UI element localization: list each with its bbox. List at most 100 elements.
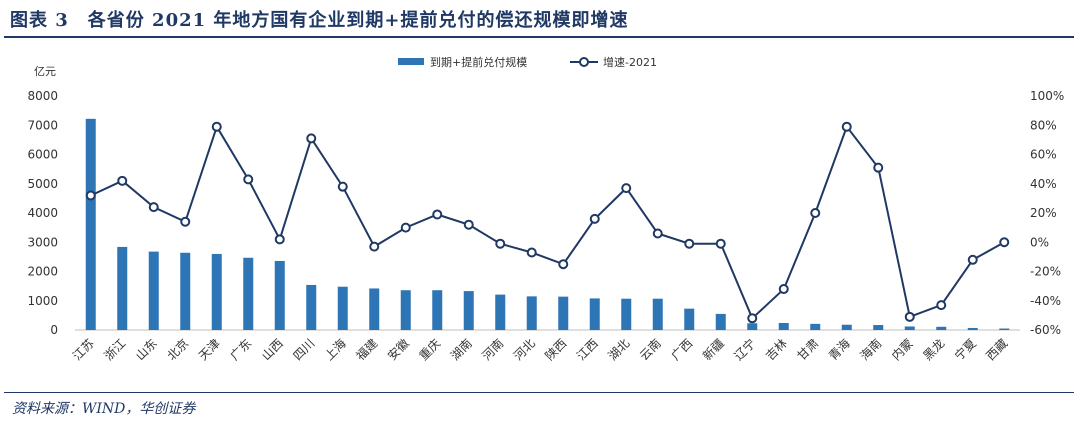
growth-point (432, 209, 443, 220)
legend-line-marker (579, 57, 589, 67)
x-tick-label: 河南 (479, 336, 507, 364)
x-tick-label: 海南 (857, 336, 885, 364)
bar (778, 322, 789, 330)
x-tick-label: 天津 (196, 336, 223, 363)
y-left-tick-label: 6000 (27, 148, 58, 162)
x-tick-label: 浙江 (101, 336, 128, 363)
x-tick-label: 上海 (321, 336, 349, 364)
x-tick-label: 四川 (290, 336, 317, 363)
x-tick-label: 西藏 (983, 336, 1010, 363)
bar (652, 298, 663, 330)
legend-bar-label: 到期+提前兑付规模 (430, 55, 527, 69)
y-left-tick-label: 5000 (27, 177, 58, 191)
x-tick-label: 安徽 (384, 336, 412, 364)
bar (495, 294, 506, 330)
y-right-tick-label: -20% (1030, 265, 1061, 279)
bar (369, 288, 380, 330)
growth-point (463, 219, 474, 230)
x-tick-label: 广西 (668, 336, 695, 363)
y-right-tick-label: 60% (1030, 148, 1057, 162)
growth-point (337, 181, 348, 192)
y-left-tick-label: 8000 (27, 89, 58, 103)
x-tick-label: 陕西 (542, 336, 570, 364)
bar (117, 246, 128, 330)
x-tick-label: 广东 (227, 336, 254, 363)
bar (211, 253, 222, 330)
x-tick-label: 湖南 (447, 336, 475, 364)
bar (180, 252, 191, 330)
growth-point (778, 284, 789, 295)
bar (463, 291, 474, 330)
x-tick-label: 山西 (259, 336, 286, 363)
x-tick-label: 江西 (574, 336, 601, 363)
x-tick-label: 内蒙 (889, 336, 916, 363)
figure-header: 图表 3 各省份 2021 年地方国有企业到期+提前兑付的偿还规模即增速 (0, 0, 1080, 36)
bar (337, 286, 348, 330)
growth-point (589, 213, 600, 224)
y-right-tick-label: 0% (1030, 235, 1049, 249)
growth-point (747, 313, 758, 324)
bar (274, 260, 285, 330)
bar (684, 308, 695, 330)
growth-point (211, 121, 222, 132)
growth-point (306, 133, 317, 144)
y-left-tick-label: 0 (50, 323, 58, 337)
growth-point (526, 247, 537, 258)
x-tick-label: 云南 (636, 336, 664, 364)
y-right-tick-label: 100% (1030, 89, 1064, 103)
x-tick-label: 甘肃 (794, 336, 821, 363)
bar (400, 290, 411, 330)
y-left-tick-label: 3000 (27, 235, 58, 249)
title-rule (4, 36, 1074, 38)
growth-point (180, 216, 191, 227)
chart: 到期+提前兑付规模 增速-2021 亿元 0 1000 2000 3000 4000 50… (27, 55, 1064, 363)
growth-point (999, 237, 1010, 248)
growth-point (400, 222, 411, 233)
bar (243, 257, 254, 330)
growth-point (841, 121, 852, 132)
y-left-tick-label: 4000 (27, 206, 58, 220)
bar (904, 326, 915, 330)
y-left-unit: 亿元 (34, 65, 56, 78)
y-left-tick-label: 2000 (27, 265, 58, 279)
growth-point (85, 190, 96, 201)
source-note: 资料来源：WIND，华创证券 (12, 401, 196, 417)
growth-point (715, 238, 726, 249)
x-tick-label: 重庆 (416, 336, 443, 363)
growth-point (117, 175, 128, 186)
bar (85, 118, 96, 330)
bar (999, 328, 1010, 330)
bar (715, 313, 726, 330)
growth-line (90, 124, 1005, 321)
bar (621, 298, 632, 330)
bar (873, 325, 884, 330)
plot-area: 0 1000 2000 3000 4000 5000 6000 7000 8000 -60% -40… (27, 89, 1064, 363)
growth-point (967, 254, 978, 265)
x-tick-label: 辽宁 (731, 336, 759, 364)
y-left-tick-label: 7000 (27, 118, 58, 132)
x-tick-label: 河北 (511, 336, 538, 363)
growth-point (274, 234, 285, 245)
growth-point (904, 311, 915, 322)
x-tick-label: 北京 (164, 336, 191, 363)
bar (936, 326, 947, 330)
x-tick-label: 山东 (133, 336, 160, 363)
bar (148, 251, 159, 330)
x-tick-label: 吉林 (763, 336, 790, 363)
bar (810, 323, 821, 330)
y-right-tick-label: -40% (1030, 294, 1061, 308)
bar (967, 327, 978, 330)
y-right-tick-label: 20% (1030, 206, 1057, 220)
x-tick-label: 青海 (825, 336, 853, 364)
bar (747, 323, 758, 330)
growth-point (810, 208, 821, 218)
bar (589, 298, 600, 330)
x-tick-label: 黑龙 (920, 336, 947, 363)
growth-point (621, 183, 632, 194)
bar (432, 290, 443, 330)
x-tick-label: 湖北 (605, 336, 633, 364)
growth-point (369, 241, 380, 252)
x-tick-label: 新疆 (699, 336, 727, 364)
figure-title: 图表 3 各省份 2021 年地方国有企业到期+提前兑付的偿还规模即增速 (10, 10, 629, 31)
footer-rule (4, 392, 1074, 393)
